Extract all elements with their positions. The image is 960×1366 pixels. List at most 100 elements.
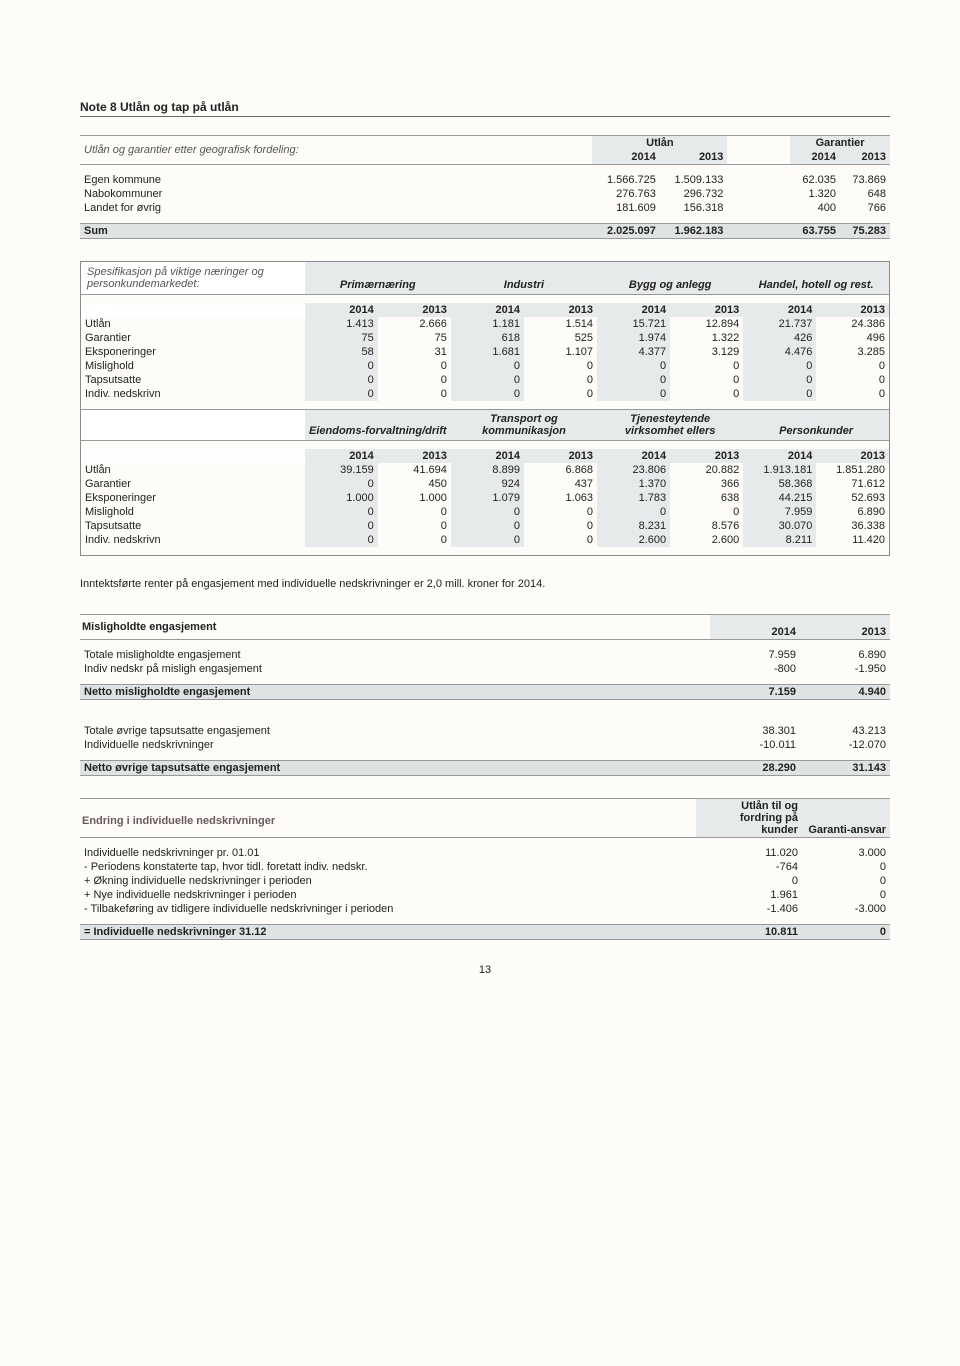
table-endring: Endring i individuelle nedskrivninger Ut… bbox=[80, 798, 890, 940]
t2-row-label: Utlån bbox=[81, 463, 305, 477]
t2-row-label: Tapsutsatte bbox=[81, 519, 305, 533]
t2-cell: 0 bbox=[378, 387, 451, 401]
t2-group: Primærnæring bbox=[305, 262, 451, 295]
t2-cell: 8.899 bbox=[451, 463, 524, 477]
t2-cell: 0 bbox=[597, 373, 670, 387]
t1-cell: 1.509.133 bbox=[660, 173, 728, 187]
t2-cell: 3.285 bbox=[816, 345, 889, 359]
t4-cell: 0 bbox=[802, 860, 890, 874]
t2-cell: 1.851.280 bbox=[816, 463, 889, 477]
t2-cell: 75 bbox=[305, 331, 378, 345]
t2-cell: 0 bbox=[451, 359, 524, 373]
t2-cell: 0 bbox=[816, 373, 889, 387]
t2-cell: 0 bbox=[305, 359, 378, 373]
t2-group: Handel, hotell og rest. bbox=[743, 262, 889, 295]
note-text: Inntektsførte renter på engasjement med … bbox=[80, 578, 890, 590]
t4-row-label: Individuelle nedskrivninger pr. 01.01 bbox=[80, 846, 696, 860]
t2-cell: 1.000 bbox=[305, 491, 378, 505]
t2-cell: 0 bbox=[816, 359, 889, 373]
note-title: Note 8 Utlån og tap på utlån bbox=[80, 100, 890, 117]
t2-row-label: Mislighold bbox=[81, 359, 305, 373]
t2-cell: 2.666 bbox=[378, 317, 451, 331]
t2-cell: 0 bbox=[670, 387, 743, 401]
t2-cell: 618 bbox=[451, 331, 524, 345]
t4-col-a: Utlån til og fordring på kunder bbox=[696, 799, 802, 838]
t2-cell: 36.338 bbox=[816, 519, 889, 533]
t2-row-label: Indiv. nedskrivn bbox=[81, 387, 305, 401]
t4-sum-cell: 10.811 bbox=[696, 925, 802, 940]
t2-cell: 41.694 bbox=[378, 463, 451, 477]
t2-cell: 0 bbox=[451, 373, 524, 387]
table-industries: Spesifikasjon på viktige næringer og per… bbox=[80, 261, 890, 556]
t2-cell: 0 bbox=[597, 359, 670, 373]
t1-cell: 181.609 bbox=[592, 201, 660, 215]
t2-cell: 525 bbox=[524, 331, 597, 345]
t2-cell: 1.079 bbox=[451, 491, 524, 505]
t2-cell: 0 bbox=[378, 519, 451, 533]
t1-cell: 1.320 bbox=[790, 187, 840, 201]
t2-row-label: Eksponeringer bbox=[81, 491, 305, 505]
t2-cell: 21.737 bbox=[743, 317, 816, 331]
t4-cell: 3.000 bbox=[802, 846, 890, 860]
t2-cell: 426 bbox=[743, 331, 816, 345]
t2-cell: 0 bbox=[743, 387, 816, 401]
t2-cell: 1.370 bbox=[597, 477, 670, 491]
t3-cell: -800 bbox=[710, 662, 800, 676]
t1-row-label: Landet for øvrig bbox=[80, 201, 592, 215]
t3-h1: Misligholdte engasjement bbox=[80, 615, 710, 640]
t2-row-label: Indiv. nedskrivn bbox=[81, 533, 305, 547]
t2-caption: Spesifikasjon på viktige næringer og per… bbox=[81, 262, 305, 295]
t4-cell: 0 bbox=[802, 874, 890, 888]
t2-cell: 23.806 bbox=[597, 463, 670, 477]
t2-cell: 450 bbox=[378, 477, 451, 491]
t2-cell: 0 bbox=[597, 505, 670, 519]
t2-cell: 6.890 bbox=[816, 505, 889, 519]
t2-row-label: Eksponeringer bbox=[81, 345, 305, 359]
t2-cell: 0 bbox=[305, 477, 378, 491]
t3-cell: 7.959 bbox=[710, 648, 800, 662]
t2-cell: 366 bbox=[670, 477, 743, 491]
t2-cell: 0 bbox=[451, 519, 524, 533]
t2-cell: 0 bbox=[305, 387, 378, 401]
t2-cell: 1.322 bbox=[670, 331, 743, 345]
t2-cell: 0 bbox=[378, 359, 451, 373]
t1-cell: 1.566.725 bbox=[592, 173, 660, 187]
t2-cell: 1.514 bbox=[524, 317, 597, 331]
t2-cell: 0 bbox=[378, 533, 451, 547]
t4-row-label: - Periodens konstaterte tap, hvor tidl. … bbox=[80, 860, 696, 874]
t3-cell: 6.890 bbox=[800, 648, 890, 662]
t2-cell: 0 bbox=[524, 359, 597, 373]
t2-group: Tjenesteytende virksomhet ellers bbox=[597, 410, 743, 441]
t3-row-label: Individuelle nedskrivninger bbox=[80, 738, 710, 752]
t1-cell: 296.732 bbox=[660, 187, 728, 201]
t3-sub-cell: 7.159 bbox=[710, 685, 800, 700]
t4-cell: -764 bbox=[696, 860, 802, 874]
t1-cell: 62.035 bbox=[790, 173, 840, 187]
t2-row-label: Garantier bbox=[81, 331, 305, 345]
table-mislighold: Misligholdte engasjement 2014 2013 Total… bbox=[80, 614, 890, 776]
t2-cell: 0 bbox=[451, 387, 524, 401]
t2-cell: 0 bbox=[597, 387, 670, 401]
t1-cell: 276.763 bbox=[592, 187, 660, 201]
t2-row-label: Garantier bbox=[81, 477, 305, 491]
t1-group-utlan: Utlån bbox=[592, 136, 727, 151]
t2-cell: 20.882 bbox=[670, 463, 743, 477]
t3-cell: -12.070 bbox=[800, 738, 890, 752]
t1-year: 2014 bbox=[592, 150, 660, 165]
t4-sum-label: = Individuelle nedskrivninger 31.12 bbox=[80, 925, 696, 940]
t2-cell: 0 bbox=[670, 505, 743, 519]
t3-sub-cell: 28.290 bbox=[710, 761, 800, 776]
t2-cell: 30.070 bbox=[743, 519, 816, 533]
t4-col-b: Garanti-ansvar bbox=[802, 799, 890, 838]
t2-cell: 0 bbox=[670, 373, 743, 387]
t3-cell: -10.011 bbox=[710, 738, 800, 752]
t2-cell: 0 bbox=[378, 505, 451, 519]
t2-cell: 58 bbox=[305, 345, 378, 359]
t2-group: Eiendoms-forvaltning/drift bbox=[305, 410, 451, 441]
t2-cell: 11.420 bbox=[816, 533, 889, 547]
t2-cell: 638 bbox=[670, 491, 743, 505]
t2-cell: 58.368 bbox=[743, 477, 816, 491]
t2-row-label: Mislighold bbox=[81, 505, 305, 519]
t2-cell: 0 bbox=[451, 533, 524, 547]
t3-sub-label: Netto øvrige tapsutsatte engasjement bbox=[80, 761, 710, 776]
